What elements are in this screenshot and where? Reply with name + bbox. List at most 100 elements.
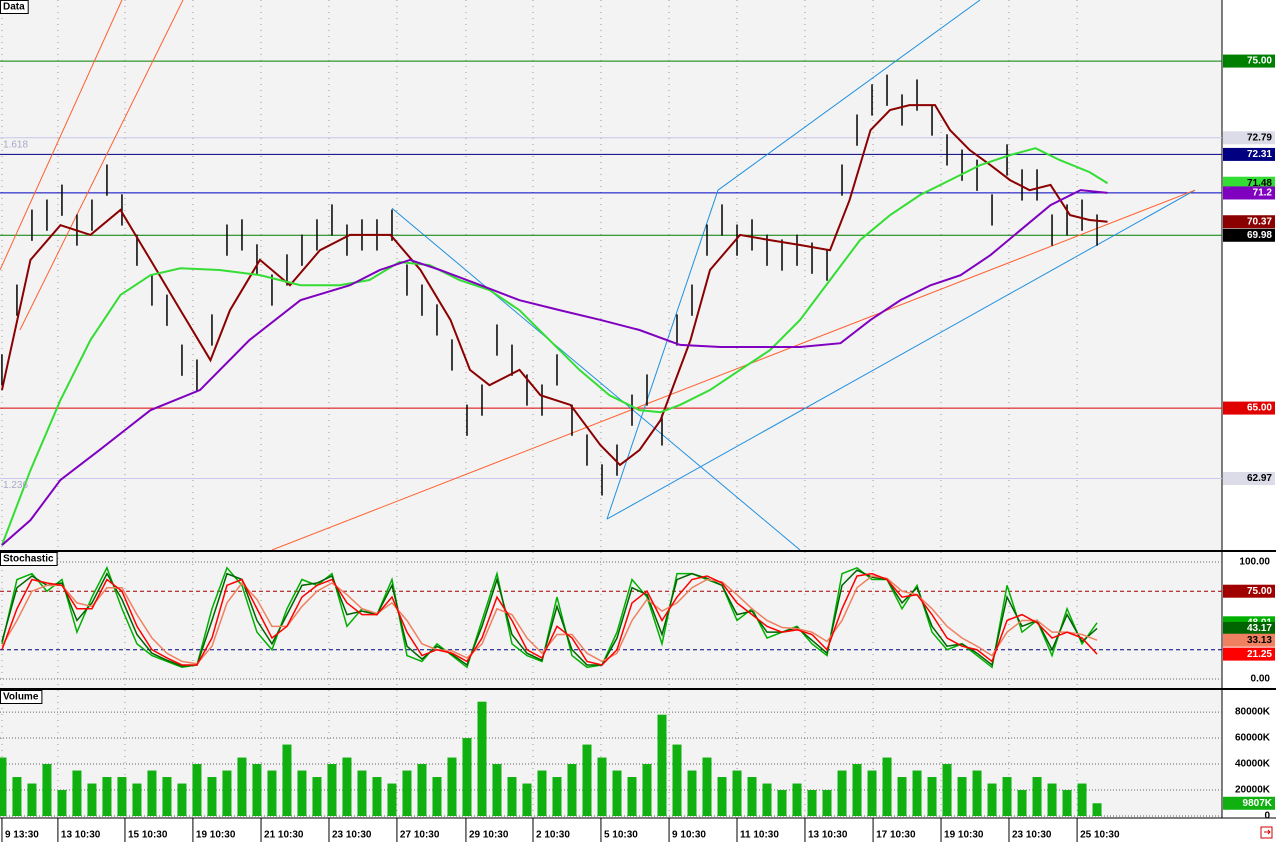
volume-bar — [762, 783, 772, 816]
volume-bar — [27, 783, 37, 816]
panel — [0, 690, 1222, 817]
volume-bar — [717, 777, 727, 816]
panel-title: Stochastic — [3, 554, 54, 565]
x-tick-label: 23 10:30 — [1012, 830, 1052, 841]
trend-line — [271, 189, 1196, 550]
volume-bar — [537, 770, 547, 816]
volume-bar — [132, 783, 142, 816]
x-tick-label: 17 10:30 — [876, 830, 916, 841]
volume-bar — [462, 738, 472, 816]
volume-bar — [1047, 783, 1057, 816]
series-tag: 21.25 — [1247, 649, 1272, 660]
series-tag-box — [1223, 633, 1275, 647]
x-tick-label: 9 10:30 — [672, 830, 706, 841]
x-tick-label: 29 10:30 — [469, 830, 509, 841]
ma-tag-box — [1223, 215, 1275, 229]
y-tick-label: 60000K — [1235, 733, 1271, 744]
volume-bar — [552, 777, 562, 816]
volume-bar — [222, 770, 232, 816]
ma-tag: 71.2 — [1253, 188, 1273, 199]
volume-bar — [447, 757, 457, 816]
series-tag-box — [1223, 647, 1275, 661]
level-tag: 62.97 — [1247, 473, 1272, 484]
volume-bar — [972, 770, 982, 816]
price-plot-area — [0, 0, 1222, 550]
volume-bar — [702, 757, 712, 816]
level-tag-box — [1223, 228, 1275, 242]
moving-average — [1, 189, 1108, 546]
level-tag-box — [1223, 147, 1275, 161]
x-tick-label: 13 10:30 — [808, 830, 848, 841]
level-tag-box — [1223, 131, 1275, 145]
x-tick-label: 9 13:30 — [5, 830, 39, 841]
volume-bar — [267, 770, 277, 816]
volume-bar — [1032, 777, 1042, 816]
volume-tag-box — [1223, 796, 1275, 810]
panel — [0, 0, 1222, 550]
volume-bar — [207, 777, 217, 816]
x-tick-label: 2 10:30 — [536, 830, 570, 841]
volume-bar — [747, 777, 757, 816]
ma-tag-box — [1223, 186, 1275, 200]
y-tick-label: 20000K — [1235, 785, 1271, 796]
volume-bar — [1062, 790, 1072, 816]
moving-average — [0, 104, 1108, 467]
level-tag: 72.31 — [1247, 149, 1272, 160]
x-tick-label: 13 10:30 — [61, 830, 101, 841]
volume-bar — [372, 777, 382, 816]
trend-line — [717, 0, 981, 191]
volume-bar — [282, 744, 292, 816]
x-tick-label: 11 10:30 — [740, 830, 779, 841]
volume-tag: 9807K — [1243, 798, 1273, 809]
scroll-icon-arrow — [1264, 829, 1271, 835]
stochastic-line — [1, 575, 1098, 665]
volume-bar — [492, 764, 502, 816]
volume-bar — [117, 777, 127, 816]
volume-bar — [507, 777, 517, 816]
panel-title: Data — [3, 2, 25, 13]
volume-bar — [1017, 790, 1027, 816]
volume-bar — [192, 764, 202, 816]
volume-bar — [327, 764, 337, 816]
trend-line — [606, 190, 719, 520]
volume-bar — [822, 790, 832, 816]
volume-bar — [807, 790, 817, 816]
volume-bar — [12, 777, 22, 816]
panel-title: Volume — [3, 692, 39, 703]
level-tag: 72.79 — [1247, 132, 1272, 143]
x-tick-label: 19 10:30 — [196, 830, 236, 841]
trend-line — [391, 207, 801, 550]
volume-bar — [627, 777, 637, 816]
volume-bar — [387, 783, 397, 816]
volume-bar — [162, 777, 172, 816]
volume-bar — [357, 770, 367, 816]
x-tick-label: 19 10:30 — [944, 830, 984, 841]
moving-average — [1, 147, 1109, 546]
stochastic-line — [1, 569, 1098, 667]
volume-bar — [567, 764, 577, 816]
x-tick-label: 27 10:30 — [400, 830, 440, 841]
volume-bar — [912, 770, 922, 816]
series-tag: 33.13 — [1247, 635, 1272, 646]
level-tag: 75.00 — [1247, 586, 1272, 597]
stochastic-line — [1, 572, 1098, 666]
volume-bar — [732, 770, 742, 816]
level-tag: 65.00 — [1247, 403, 1272, 414]
panel-title-box — [0, 690, 43, 704]
volume-bar — [237, 757, 247, 816]
volume-bar — [297, 770, 307, 816]
y-tick-label: 0 — [1264, 811, 1270, 822]
volume-bar — [252, 764, 262, 816]
volume-bar — [477, 701, 487, 816]
volume-bar — [867, 770, 877, 816]
volume-bar — [597, 757, 607, 816]
volume-bar — [42, 764, 52, 816]
volume-bar — [957, 777, 967, 816]
volume-bar — [102, 777, 112, 816]
volume-bar — [72, 770, 82, 816]
volume-bar — [0, 757, 7, 816]
y-tick-label: 40000K — [1235, 759, 1271, 770]
volume-bar — [612, 770, 622, 816]
y-tick-label: 0.00 — [1251, 674, 1271, 685]
